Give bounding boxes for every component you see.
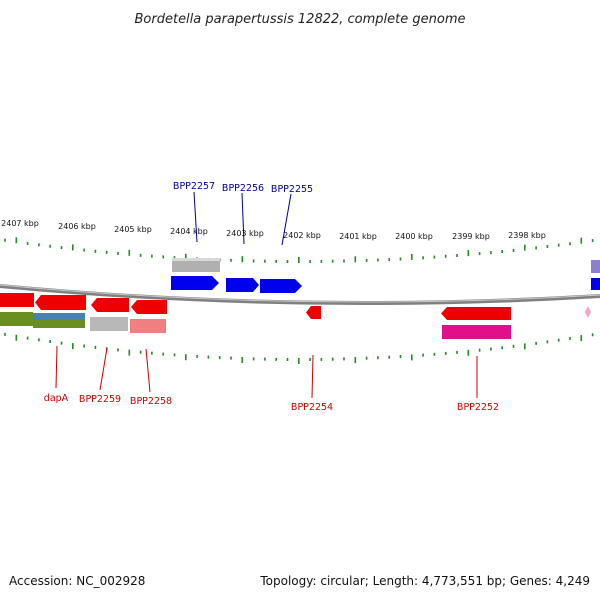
kbp-label: 2407 kbp (1, 219, 39, 228)
kbp-label: 2406 kbp (58, 222, 96, 231)
callouts-bottom (55, 345, 478, 399)
kbp-label: 2404 kbp (170, 227, 208, 236)
gene-label-bpp2252[interactable]: BPP2252 (457, 402, 499, 413)
gray-feature (172, 258, 220, 272)
gene-label-bpp2257[interactable]: BPP2257 (173, 181, 215, 192)
reverse-gene-bpp2252[interactable] (441, 307, 511, 320)
purple-feature (591, 260, 600, 273)
forward-gene-bpp2257[interactable] (171, 276, 219, 290)
pink-feature (130, 319, 166, 333)
magenta-feature (442, 325, 511, 339)
kbp-label: 2400 kbp (395, 232, 433, 241)
reverse-gene-bpp2258[interactable] (131, 300, 167, 314)
kbp-label: 2405 kbp (114, 225, 152, 234)
callouts-top (193, 191, 292, 246)
olive-feature (33, 320, 85, 328)
olive-feature-left (0, 312, 33, 326)
forward-gene-bpp2255[interactable] (260, 279, 302, 293)
kbp-label: 2398 kbp (508, 231, 546, 240)
kbp-label: 2401 kbp (339, 232, 377, 241)
reverse-gene-bpp2254[interactable] (306, 306, 321, 319)
reverse-gene-left[interactable] (0, 293, 34, 307)
reverse-gene-bpp2259[interactable] (91, 298, 129, 312)
blue-feature-edge (591, 278, 600, 290)
genome-title: Bordetella parapertussis 12822, complete… (135, 12, 466, 27)
tick-row-bottom (4, 332, 594, 364)
kbp-label: 2403 kbp (226, 229, 264, 238)
gene-label-bpp2259[interactable]: BPP2259 (79, 394, 121, 405)
genome-backbone (0, 284, 600, 306)
gene-label-bpp2256[interactable]: BPP2256 (222, 183, 264, 194)
steelblue-feature (33, 313, 85, 320)
tick-row-top (4, 237, 594, 263)
gene-label-bpp2258[interactable]: BPP2258 (130, 396, 172, 407)
gene-label-bpp2255[interactable]: BPP2255 (271, 184, 313, 195)
genome-summary: Topology: circular; Length: 4,773,551 bp… (259, 574, 590, 588)
lightpink-feature (585, 306, 591, 318)
gray-feature-bottom (90, 317, 128, 331)
forward-gene-bpp2256[interactable] (226, 278, 259, 292)
accession-text: Accession: NC_002928 (9, 574, 145, 588)
kbp-label: 2399 kbp (452, 232, 490, 241)
genome-backbone-highlight (0, 284, 600, 303)
gene-label-dapA[interactable]: dapA (44, 393, 69, 404)
reverse-gene-dapA[interactable] (35, 295, 86, 310)
kbp-labels: 2407 kbp 2406 kbp 2405 kbp 2404 kbp 2403… (1, 219, 546, 241)
gene-label-bpp2254[interactable]: BPP2254 (291, 402, 333, 413)
kbp-label: 2402 kbp (283, 231, 321, 240)
gray-feature-shade (172, 258, 220, 261)
